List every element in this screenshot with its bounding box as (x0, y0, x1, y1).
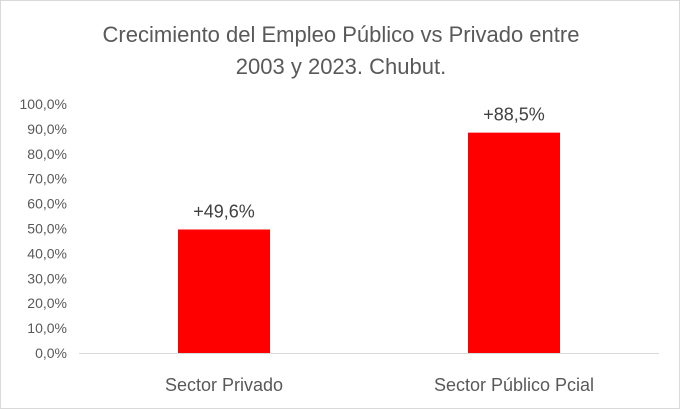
chart-title-line-2: 2003 y 2023. Chubut. (235, 54, 447, 79)
y-tick-label: 60,0% (27, 196, 67, 212)
y-tick-label: 20,0% (27, 295, 67, 311)
y-tick-label: 10,0% (27, 320, 67, 336)
bar-1 (178, 229, 270, 353)
y-tick-label: 100,0% (20, 96, 67, 112)
x-category-label: Sector Público Pcial (434, 375, 594, 395)
y-tick-label: 40,0% (27, 245, 67, 261)
bar-2 (468, 132, 560, 353)
chart-title-line-1: Crecimiento del Empleo Público vs Privad… (102, 22, 580, 47)
y-tick-label: 70,0% (27, 171, 67, 187)
y-tick-label: 30,0% (27, 270, 67, 286)
y-tick-label: 80,0% (27, 146, 67, 162)
x-category-label: Sector Privado (165, 375, 283, 395)
y-tick-label: 0,0% (35, 345, 67, 361)
y-tick-label: 90,0% (27, 121, 67, 137)
data-label: +88,5% (483, 105, 545, 125)
y-tick-label: 50,0% (27, 221, 67, 237)
data-label: +49,6% (193, 201, 255, 221)
chart-title: Crecimiento del Empleo Público vs Privad… (41, 19, 641, 83)
